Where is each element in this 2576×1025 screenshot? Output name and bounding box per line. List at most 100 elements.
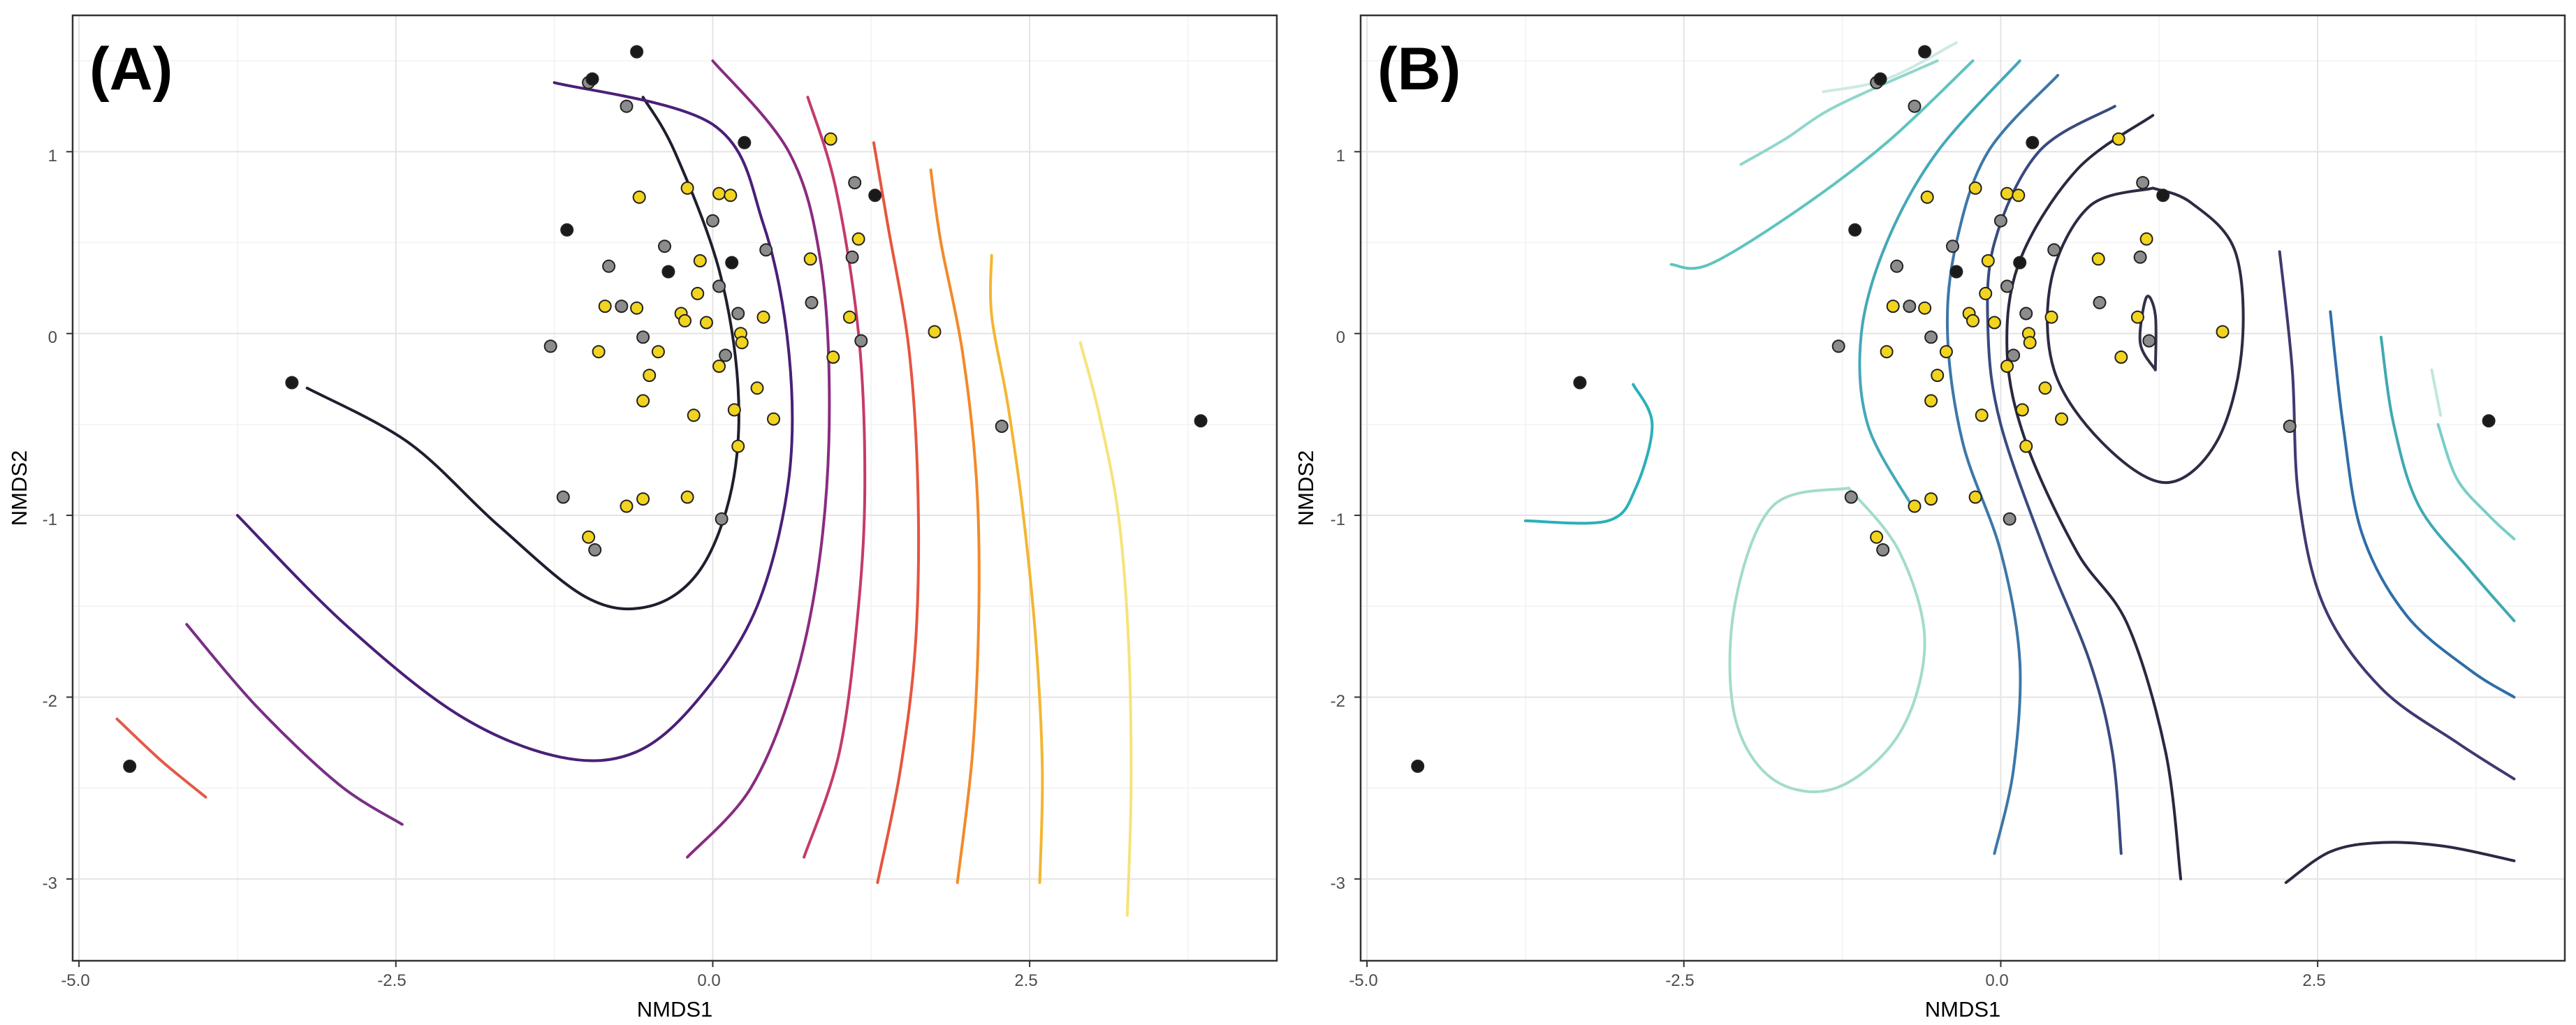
panel-a-yellow-point [712,360,726,373]
panel-b-gray-point [1876,543,1890,556]
panel-b-contour-line [1728,487,1926,793]
panel-b-x-tick-label: -5.0 [1349,971,1377,990]
panel-a-frame [71,14,1278,962]
panel-b-gray-point [2047,243,2061,257]
panel-a-yellow-point [651,345,665,359]
panel-a-y-tick-label: -1 [43,510,57,529]
panel-a-contour-line [235,81,794,762]
panel-a-gray-point [543,339,557,353]
panel-a-yellow-point [756,310,770,324]
panel-a-yellow-point [767,412,780,426]
panel-a-y-tick-label: 0 [48,328,57,347]
panel-a-yellow-point [928,325,942,339]
panel-a-yellow-point [699,316,713,330]
panel-a-gray-point [845,250,859,264]
panel-b-contour-line [2430,368,2443,417]
panel-b-label: (B) [1377,36,1461,103]
panel-a-black-point [123,759,137,773]
panel-b-y-tick-label: -3 [1331,874,1345,893]
panel-b-gray-point [2093,295,2107,309]
panel-b: (B) NMDS1 NMDS2 -5.0 -2.5 0.0 2.5 -3 -2 … [1294,14,2566,1022]
panel-b-yellow-point [1886,300,1900,314]
panel-b-black-point [1411,759,1425,773]
panel-b-black-point [1873,72,1887,86]
panel-a-yellow-point [691,286,705,300]
panel-b-gray-point [1890,259,1904,273]
panel-b-yellow-point [1924,394,1938,408]
panel-b-yellow-point [1939,345,1953,359]
panel-b-y-tick-label: 0 [1336,328,1345,347]
panel-a-black-point [285,376,299,390]
panel-a-gray-point [759,243,773,257]
panel-b-gray-point [1946,239,1959,253]
panel-a-yellow-point [680,181,694,195]
panel-b-contour-line [2138,295,2158,371]
panel-b-contour-line [1945,73,2060,855]
panel-b-gray-point [1924,330,1938,344]
panel-a-gray-point [848,176,862,190]
panel-a-contour-line [929,168,981,884]
panel-b-yellow-point [2038,381,2052,395]
panel-b-frame [1359,14,2566,962]
panel-b-yellow-point [1968,181,1982,195]
panel-a-gray-point [658,239,671,253]
panel-a-yellow-point [680,490,694,504]
panel-a-gray-point [705,214,719,228]
panel-a-yellow-point [620,499,634,513]
panel-a-gray-point [712,279,726,293]
panel-b-x-axis-title: NMDS1 [1925,997,2001,1022]
panel-b-yellow-point [2044,310,2058,324]
panel-b-contour-line [2379,335,2516,623]
panel-a-yellow-point [712,186,726,200]
panel-b-yellow-point [1880,345,1894,359]
panel-a-yellow-point [693,254,707,267]
panel-a-gray-point [602,259,616,273]
panel-b-yellow-point [2023,336,2037,350]
panel-b-yellow-point [2112,132,2125,146]
panel-a-contour-line [185,623,404,826]
panel-a-contour-line [686,59,831,859]
panel-b-yellow-point [1975,408,1989,422]
panel-b-yellow-point [1908,499,1922,513]
panel-b-gray-point [2003,512,2017,526]
panel-a-yellow-point [636,394,650,408]
panel-b-yellow-point [1987,316,2001,330]
panel-b-y-axis-title: NMDS2 [1294,450,1318,526]
panel-b-black-point [2026,135,2040,149]
panel-a-yellow-point [598,300,612,314]
panel-b-yellow-point [1968,490,1982,504]
panel-a-y-axis-title: NMDS2 [7,450,31,526]
panel-a-gray-point [556,490,570,504]
panel-b-contour-line [2046,186,2245,485]
panel-b-yellow-point [2091,252,2105,266]
panel-b-gray-point [2136,176,2150,190]
panel-a-gray-point [854,334,868,348]
panel-a-contour-line [1078,341,1133,917]
panel-a-yellow-point [803,252,817,266]
panel-b-black-point [2482,414,2496,428]
panel-a-yellow-point [824,132,837,146]
panel-a-black-point [1194,414,1208,428]
panel-a-gray-point [995,420,1009,433]
panel-b-gray-point [2000,279,2014,293]
panel-a-yellow-point [636,492,650,506]
panel-a-gray-point [731,307,745,320]
panel-a-x-tick-label: -2.5 [377,971,406,990]
panel-a-yellow-point [643,369,657,383]
panel-a-yellow-point [826,351,840,364]
panel-a-yellow-point [750,381,764,395]
panel-b-black-point [2013,256,2027,270]
panel-a-y-tick-label: 1 [48,147,57,165]
panel-a-black-point [868,189,882,202]
panel-b-contour-line [1986,105,2123,855]
panel-b-yellow-point [2019,439,2033,453]
panel-a-gray-point [636,330,650,344]
panel-b-x-tick-label: -2.5 [1665,971,1694,990]
panel-b-gray-point [1831,339,1845,353]
panel-a-black-point [585,72,599,86]
panel-a-x-tick-label: 0.0 [697,971,720,990]
panel-a-yellow-point [724,189,738,202]
panel-b-gray-point [1993,214,2007,228]
panel-b-contour-line [1858,59,2021,508]
